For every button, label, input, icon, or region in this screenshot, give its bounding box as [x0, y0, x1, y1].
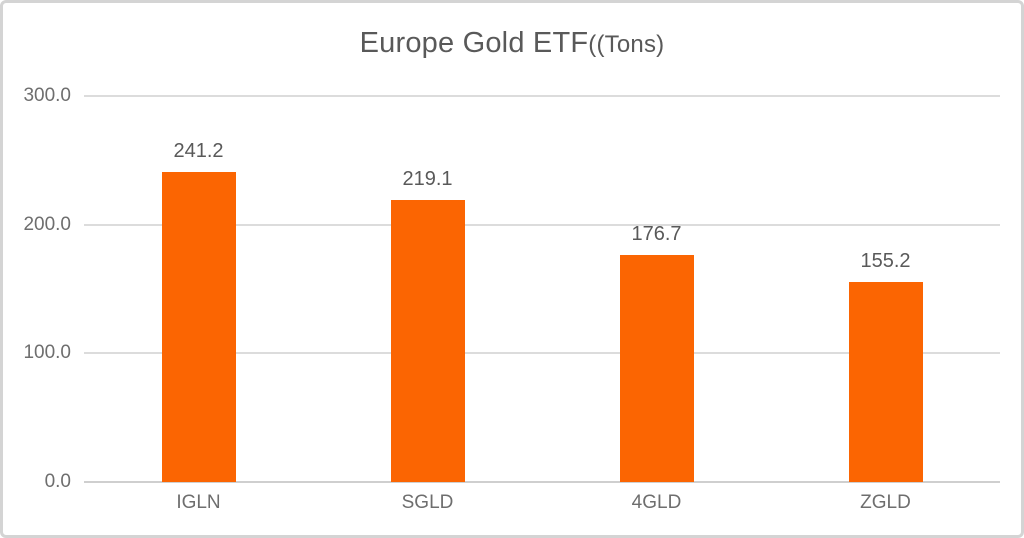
chart-title-main: Europe Gold ETF — [359, 27, 589, 59]
bar-4gld — [619, 254, 694, 482]
bar-slot-4gld: 176.7 — [542, 96, 771, 482]
x-tick-label-4gld: 4GLD — [631, 492, 682, 513]
gridline — [84, 223, 1000, 226]
gridline — [84, 352, 1000, 355]
bar-series: 241.2 219.1 176.7 155.2 — [84, 96, 1000, 482]
value-label-igln: 241.2 — [173, 139, 224, 162]
x-axis: IGLN SGLD 4GLD ZGLD — [84, 492, 1000, 522]
value-label-sgld: 219.1 — [402, 168, 453, 191]
value-label-zgld: 155.2 — [860, 250, 911, 273]
chart-title-units: ((Tons) — [588, 31, 665, 58]
x-tick-label-sgld: SGLD — [401, 492, 454, 513]
gridline — [84, 95, 1000, 97]
x-tick-label-igln: IGLN — [176, 492, 221, 513]
y-tick-label: 0.0 — [44, 471, 71, 492]
y-axis: 0.0 100.0 200.0 300.0 — [3, 85, 71, 492]
y-tick-label: 200.0 — [23, 213, 71, 235]
y-tick-label: 100.0 — [23, 342, 71, 364]
bar-zgld — [848, 282, 923, 482]
bar-igln — [161, 171, 236, 482]
chart-title: Europe Gold ETF((Tons) — [3, 27, 1021, 60]
bar-slot-sgld: 219.1 — [313, 96, 542, 482]
bar-slot-zgld: 155.2 — [771, 96, 1000, 482]
plot-area — [84, 95, 1000, 483]
y-tick-label: 300.0 — [23, 85, 71, 106]
value-label-4gld: 176.7 — [631, 222, 682, 245]
x-tick-label-zgld: ZGLD — [860, 492, 911, 513]
bar-slot-igln: 241.2 — [84, 96, 313, 482]
bar-sgld — [390, 200, 465, 482]
x-axis-line — [84, 481, 1000, 483]
